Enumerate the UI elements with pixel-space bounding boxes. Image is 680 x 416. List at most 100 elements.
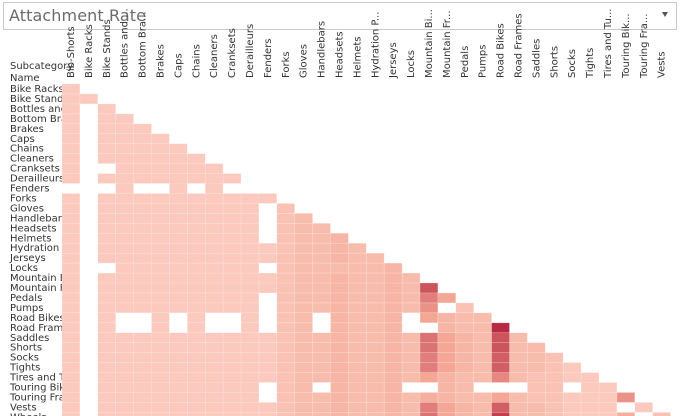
- heatmap-cell[interactable]: [187, 243, 206, 254]
- heatmap-cell[interactable]: [491, 322, 510, 333]
- heatmap-cell[interactable]: [258, 372, 277, 383]
- heatmap-cell[interactable]: [169, 412, 188, 416]
- heatmap-cell[interactable]: [294, 352, 313, 363]
- heatmap-cell[interactable]: [384, 402, 403, 413]
- heatmap-cell[interactable]: [420, 362, 438, 373]
- heatmap-cell[interactable]: [133, 342, 152, 353]
- heatmap-cell[interactable]: [312, 402, 331, 413]
- heatmap-cell[interactable]: [276, 263, 295, 274]
- heatmap-cell[interactable]: [294, 243, 313, 254]
- heatmap-cell[interactable]: [151, 332, 170, 343]
- heatmap-cell[interactable]: [223, 203, 241, 214]
- heatmap-cell[interactable]: [527, 392, 546, 403]
- heatmap-cell[interactable]: [366, 312, 385, 323]
- heatmap-cell[interactable]: [205, 273, 224, 283]
- heatmap-cell[interactable]: [348, 283, 367, 293]
- heatmap-cell[interactable]: [491, 332, 510, 343]
- heatmap-cell[interactable]: [366, 382, 385, 393]
- heatmap-cell[interactable]: [133, 193, 152, 204]
- chevron-down-icon[interactable]: [662, 12, 668, 17]
- heatmap-cell[interactable]: [223, 173, 241, 184]
- heatmap-cell[interactable]: [97, 402, 116, 413]
- heatmap-cell[interactable]: [241, 263, 259, 274]
- heatmap-cell[interactable]: [97, 372, 116, 383]
- heatmap-cell[interactable]: [115, 133, 134, 144]
- heatmap-cell[interactable]: [169, 173, 188, 184]
- heatmap-cell[interactable]: [133, 283, 152, 293]
- heatmap-cell[interactable]: [366, 402, 385, 413]
- heatmap-cell[interactable]: [241, 342, 259, 353]
- heatmap-cell[interactable]: [473, 372, 492, 383]
- heatmap-cell[interactable]: [133, 362, 152, 373]
- heatmap-cell[interactable]: [402, 342, 420, 353]
- heatmap-cell[interactable]: [545, 352, 564, 363]
- heatmap-cell[interactable]: [115, 233, 134, 244]
- heatmap-cell[interactable]: [133, 213, 152, 224]
- heatmap-cell[interactable]: [276, 372, 295, 383]
- heatmap-cell[interactable]: [258, 412, 277, 416]
- heatmap-cell[interactable]: [169, 213, 188, 224]
- heatmap-cell[interactable]: [312, 352, 331, 363]
- heatmap-cell[interactable]: [420, 302, 438, 313]
- heatmap-cell[interactable]: [455, 392, 474, 403]
- heatmap-cell[interactable]: [133, 133, 152, 144]
- heatmap-cell[interactable]: [366, 342, 385, 353]
- heatmap-cell[interactable]: [348, 392, 367, 403]
- heatmap-cell[interactable]: [241, 203, 259, 214]
- heatmap-cell[interactable]: [169, 372, 188, 383]
- heatmap-cell[interactable]: [151, 263, 170, 274]
- heatmap-cell[interactable]: [97, 233, 116, 244]
- heatmap-cell[interactable]: [97, 312, 116, 323]
- heatmap-cell[interactable]: [348, 302, 367, 313]
- heatmap-cell[interactable]: [97, 133, 116, 144]
- heatmap-cell[interactable]: [294, 342, 313, 353]
- heatmap-cell[interactable]: [205, 302, 224, 313]
- heatmap-cell[interactable]: [437, 352, 456, 363]
- heatmap-cell[interactable]: [294, 402, 313, 413]
- heatmap-cell[interactable]: [223, 392, 241, 403]
- heatmap-cell[interactable]: [151, 243, 170, 254]
- heatmap-cell[interactable]: [402, 402, 420, 413]
- heatmap-cell[interactable]: [133, 392, 152, 403]
- heatmap-cell[interactable]: [62, 133, 80, 144]
- heatmap-cell[interactable]: [205, 243, 224, 254]
- heatmap-cell[interactable]: [276, 283, 295, 293]
- heatmap-cell[interactable]: [62, 193, 80, 204]
- heatmap-cell[interactable]: [62, 283, 80, 293]
- heatmap-cell[interactable]: [258, 332, 277, 343]
- heatmap-cell[interactable]: [97, 243, 116, 254]
- heatmap-cell[interactable]: [455, 322, 474, 333]
- heatmap-cell[interactable]: [384, 392, 403, 403]
- heatmap-cell[interactable]: [276, 332, 295, 343]
- heatmap-cell[interactable]: [62, 263, 80, 274]
- heatmap-cell[interactable]: [455, 402, 474, 413]
- heatmap-cell[interactable]: [169, 382, 188, 393]
- heatmap-cell[interactable]: [151, 253, 170, 264]
- heatmap-cell[interactable]: [241, 322, 259, 333]
- heatmap-cell[interactable]: [384, 352, 403, 363]
- heatmap-cell[interactable]: [294, 302, 313, 313]
- heatmap-cell[interactable]: [62, 103, 80, 114]
- heatmap-cell[interactable]: [205, 292, 224, 303]
- heatmap-cell[interactable]: [473, 342, 492, 353]
- heatmap-cell[interactable]: [294, 273, 313, 283]
- heatmap-cell[interactable]: [366, 362, 385, 373]
- heatmap-cell[interactable]: [169, 362, 188, 373]
- heatmap-cell[interactable]: [169, 302, 188, 313]
- heatmap-cell[interactable]: [294, 283, 313, 293]
- heatmap-cell[interactable]: [509, 372, 528, 383]
- heatmap-cell[interactable]: [420, 332, 438, 343]
- heatmap-cell[interactable]: [169, 153, 188, 164]
- heatmap-cell[interactable]: [366, 273, 385, 283]
- heatmap-cell[interactable]: [420, 352, 438, 363]
- heatmap-cell[interactable]: [527, 402, 546, 413]
- heatmap-cell[interactable]: [223, 372, 241, 383]
- heatmap-cell[interactable]: [187, 392, 206, 403]
- heatmap-cell[interactable]: [312, 302, 331, 313]
- heatmap-cell[interactable]: [348, 263, 367, 274]
- heatmap-cell[interactable]: [133, 153, 152, 164]
- heatmap-cell[interactable]: [312, 273, 331, 283]
- heatmap-cell[interactable]: [384, 362, 403, 373]
- heatmap-cell[interactable]: [402, 292, 420, 303]
- heatmap-cell[interactable]: [133, 253, 152, 264]
